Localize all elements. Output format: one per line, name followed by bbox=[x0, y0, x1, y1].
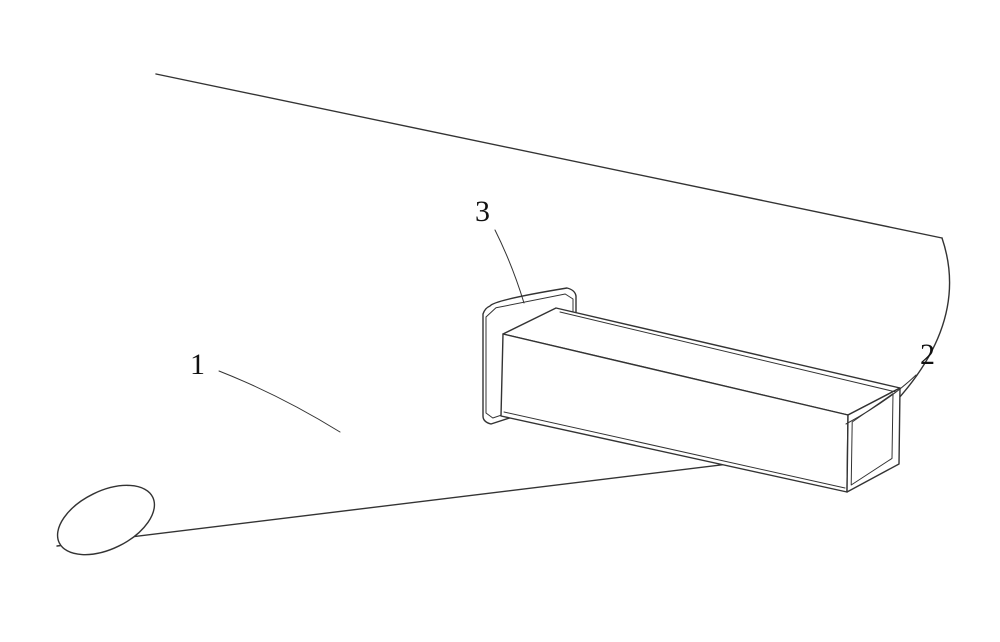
label-3: 3 bbox=[475, 195, 490, 229]
label-1: 1 bbox=[190, 348, 205, 382]
figure-svg bbox=[0, 0, 1000, 642]
drawing-canvas: 1 2 3 bbox=[0, 0, 1000, 642]
label-2: 2 bbox=[920, 338, 935, 372]
